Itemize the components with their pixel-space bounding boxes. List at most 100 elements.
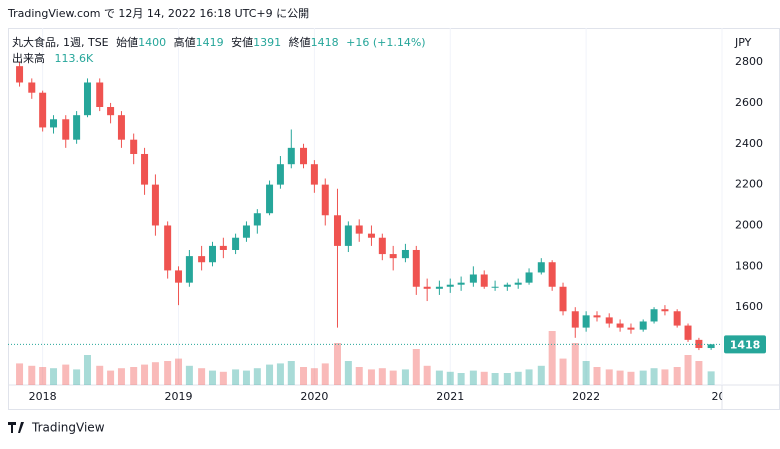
y-tick-label: 2400 xyxy=(735,137,763,150)
volume-bar xyxy=(355,367,363,385)
volume-bar xyxy=(28,365,36,385)
close-label: 終値 xyxy=(289,35,311,49)
volume-bar xyxy=(300,367,308,385)
volume-bar xyxy=(593,367,601,385)
candle-body xyxy=(673,311,681,326)
low-value: 1391 xyxy=(253,36,281,49)
y-tick-label: 2600 xyxy=(735,96,763,109)
candle-body xyxy=(198,256,206,263)
last-price-badge xyxy=(724,335,766,354)
volume-bar xyxy=(491,373,499,385)
candle-body xyxy=(707,344,715,349)
candle-body xyxy=(616,323,624,328)
candle-body xyxy=(457,282,465,285)
volume-bar xyxy=(423,365,431,385)
volume-bar xyxy=(62,364,70,385)
volume-value: 113.6K xyxy=(55,52,94,65)
candle-body xyxy=(117,115,125,140)
volume-bar xyxy=(117,368,125,385)
volume-bar xyxy=(175,358,183,385)
volume-bar xyxy=(107,370,115,385)
candle-body xyxy=(378,237,386,255)
x-tick-label: 2018 xyxy=(29,390,57,403)
candle-body xyxy=(446,284,454,287)
volume-bar xyxy=(232,369,240,385)
volume-bar xyxy=(650,368,658,385)
low-label: 安値 xyxy=(231,35,253,49)
candle-body xyxy=(73,115,81,140)
volume-bar xyxy=(73,369,81,385)
volume-bar xyxy=(401,369,409,385)
unit: JPY xyxy=(734,36,752,49)
candle-body xyxy=(627,327,635,330)
volume-bar xyxy=(525,369,533,385)
volume-bar xyxy=(321,363,329,385)
candle-body xyxy=(401,249,409,259)
candle-body xyxy=(287,147,295,165)
candle-body xyxy=(28,82,36,93)
volume-bar xyxy=(435,370,443,385)
volume-bar xyxy=(344,361,352,385)
candle-body xyxy=(151,184,159,226)
candle-body xyxy=(367,233,375,238)
volume-bar xyxy=(639,370,647,385)
candle-body xyxy=(50,119,58,128)
volume-bar xyxy=(480,371,488,385)
axes: 1600 1800 2000 2200 2400 2600 2800 1418 xyxy=(724,55,766,354)
y-tick-label: 1600 xyxy=(735,300,763,313)
volume-bar xyxy=(661,369,669,385)
volume-bar xyxy=(605,369,613,385)
volume-bar xyxy=(503,373,511,385)
volume-bar xyxy=(684,355,692,385)
volume-bars xyxy=(16,331,715,385)
y-tick-label: 1800 xyxy=(735,259,763,272)
legend: 丸大食品, 1週, TSE 始値1400 高値1419 安値1391 終値141… xyxy=(12,35,426,49)
volume-bar xyxy=(673,367,681,385)
candle-body xyxy=(164,225,172,271)
volume-bar xyxy=(333,343,341,385)
candle-body xyxy=(537,262,545,273)
volume-bar xyxy=(198,368,206,385)
open-label: 始値 xyxy=(116,35,138,49)
volume-bar xyxy=(164,361,172,385)
volume-bar xyxy=(537,365,545,385)
candle-body xyxy=(412,249,420,287)
volume-bar xyxy=(627,371,635,385)
volume-bar xyxy=(208,370,216,385)
volume-bar xyxy=(266,364,274,385)
volume-bar xyxy=(310,368,318,385)
candle-body xyxy=(232,237,240,250)
candle-body xyxy=(480,274,488,287)
candle-body xyxy=(503,284,511,287)
candles xyxy=(8,62,722,351)
volume-bar xyxy=(287,361,295,385)
x-tick-label: 2022 xyxy=(572,390,600,403)
candle-body xyxy=(684,325,692,340)
candle-body xyxy=(333,215,341,246)
candle-body xyxy=(605,317,613,324)
candle-body xyxy=(62,119,70,140)
volume-bar xyxy=(141,364,149,385)
candle-body xyxy=(321,184,329,216)
volume-bar xyxy=(457,373,465,385)
volume-bar xyxy=(130,367,138,385)
volume-bar xyxy=(242,370,250,385)
volume-bar xyxy=(151,362,159,385)
candle-body xyxy=(344,225,352,246)
close-value: 1418 xyxy=(311,36,339,49)
candle-body xyxy=(83,82,91,116)
change: +16 (+1.14%) xyxy=(346,36,425,49)
volume-bar xyxy=(50,368,58,385)
volume-legend: 出来高 113.6K xyxy=(12,51,94,65)
y-tick-label: 2000 xyxy=(735,218,763,231)
candle-body xyxy=(16,66,24,83)
volume-bar xyxy=(446,371,454,385)
candle-body xyxy=(582,315,590,328)
candle-body xyxy=(242,225,250,238)
candle-body xyxy=(469,274,477,283)
x-tick-label: 2020 xyxy=(300,390,328,403)
candle-body xyxy=(107,107,115,116)
candle-body xyxy=(208,245,216,263)
